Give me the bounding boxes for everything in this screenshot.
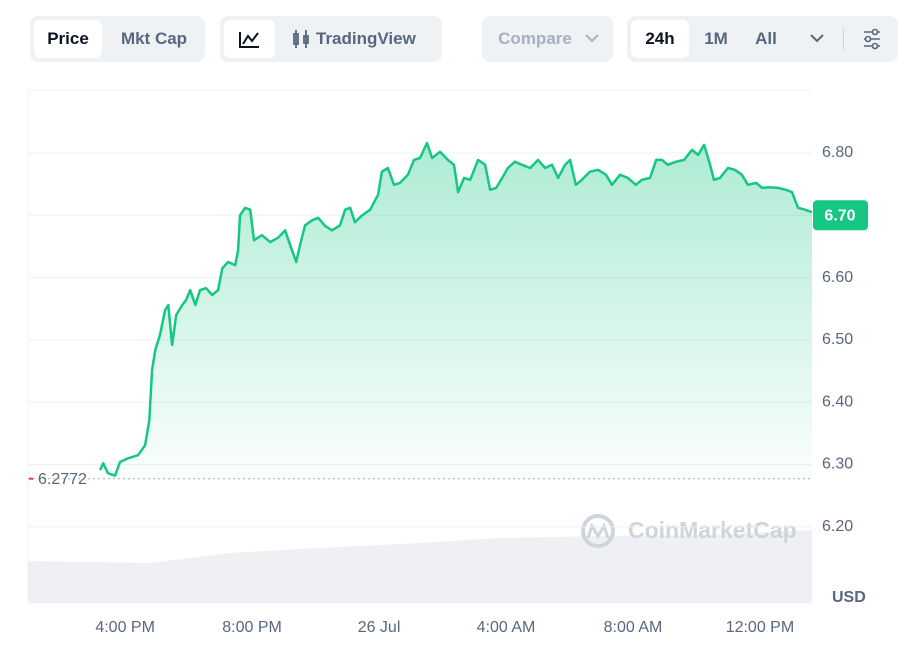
range-24h[interactable]: 24h [631,20,689,58]
open-price-label: 6.2772 [38,471,87,488]
range-1m[interactable]: 1M [704,29,728,48]
current-price-label: 6.70 [824,208,855,225]
watermark-logo [581,514,615,548]
candle-icon [293,30,309,48]
current-price-badge [813,200,868,231]
y-tick-label: 6.50 [822,331,853,348]
unit-label: USD [832,589,866,606]
chart-type-toggle: TradingView [220,16,442,62]
mkt-cap-button[interactable]: Mkt Cap [120,29,188,48]
y-tick-label: 6.30 [822,456,853,473]
line-icon [239,32,259,48]
line-chart-button[interactable] [224,20,275,58]
range-all[interactable]: All [755,29,777,48]
x-tick-label: 12:00 PM [726,619,794,636]
price-button[interactable]: Price [34,20,102,58]
price-type-toggle: Price Mkt Cap [30,16,205,62]
y-tick-label: 6.20 [822,518,853,535]
price-line [98,141,813,477]
tradingview-button[interactable]: TradingView [316,29,416,48]
x-tick-label: 4:00 PM [95,619,155,636]
x-tick-label: 8:00 PM [222,619,282,636]
plot-frame [27,89,812,604]
range-toggle: 24h 1M All [627,16,898,62]
range-more[interactable] [802,16,832,62]
x-tick-label: 8:00 AM [604,619,663,636]
watermark: CoinMarketCap [628,517,797,543]
y-tick-label: 6.60 [822,269,853,286]
compare-dropdown[interactable]: Compare [482,16,613,62]
y-tick-label: 6.40 [822,393,853,410]
compare-label: Compare [498,29,572,48]
chevron-icon [585,34,599,43]
divider [843,28,844,50]
y-tick-label: 6.70 [822,207,853,224]
price-area [100,143,812,479]
volume-area [28,530,812,603]
y-tick-label: 6.80 [822,144,853,161]
x-tick-label: 26 Jul [358,619,401,636]
settings-button[interactable] [857,16,887,62]
x-tick-label: 4:00 AM [477,619,536,636]
